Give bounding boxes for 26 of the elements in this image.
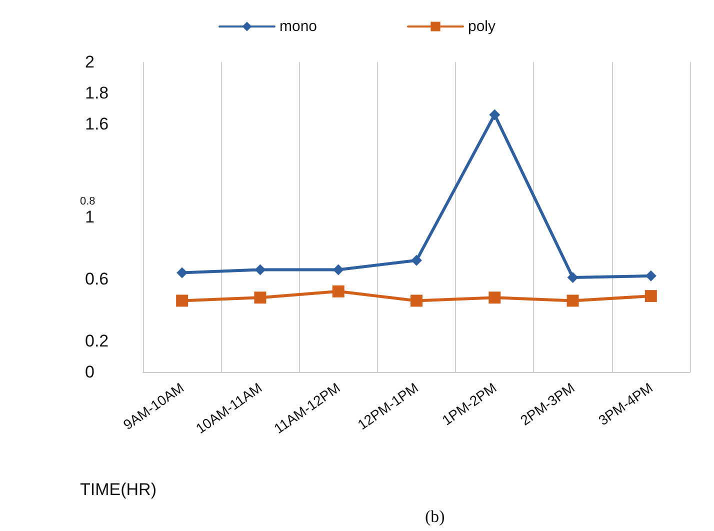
point bbox=[488, 292, 501, 304]
x-axis-title: TIME(HR) bbox=[80, 480, 156, 499]
point bbox=[644, 290, 657, 302]
y-tick-label: 1 bbox=[85, 208, 94, 226]
point bbox=[176, 267, 188, 278]
y-tick-label: 2 bbox=[85, 52, 94, 72]
y-tick-label: 1.6 bbox=[85, 114, 109, 134]
y-tick-label: 0.6 bbox=[85, 270, 109, 288]
legend-label: poly bbox=[468, 18, 496, 35]
point bbox=[566, 294, 579, 307]
point bbox=[567, 272, 578, 283]
point bbox=[332, 285, 344, 298]
point bbox=[176, 294, 188, 307]
text: 0.8 bbox=[80, 196, 96, 208]
y-tick-label: 1.8 bbox=[85, 84, 109, 102]
point bbox=[254, 264, 266, 276]
text: (b) bbox=[425, 507, 445, 526]
y-tick-label: 0.2 bbox=[85, 332, 109, 350]
point bbox=[254, 292, 266, 304]
point bbox=[645, 270, 656, 282]
point bbox=[332, 264, 344, 276]
point bbox=[489, 109, 500, 120]
point bbox=[411, 254, 422, 266]
point bbox=[410, 294, 422, 307]
y-tick-label: 0 bbox=[85, 362, 94, 382]
legend-label: mono bbox=[279, 18, 318, 35]
